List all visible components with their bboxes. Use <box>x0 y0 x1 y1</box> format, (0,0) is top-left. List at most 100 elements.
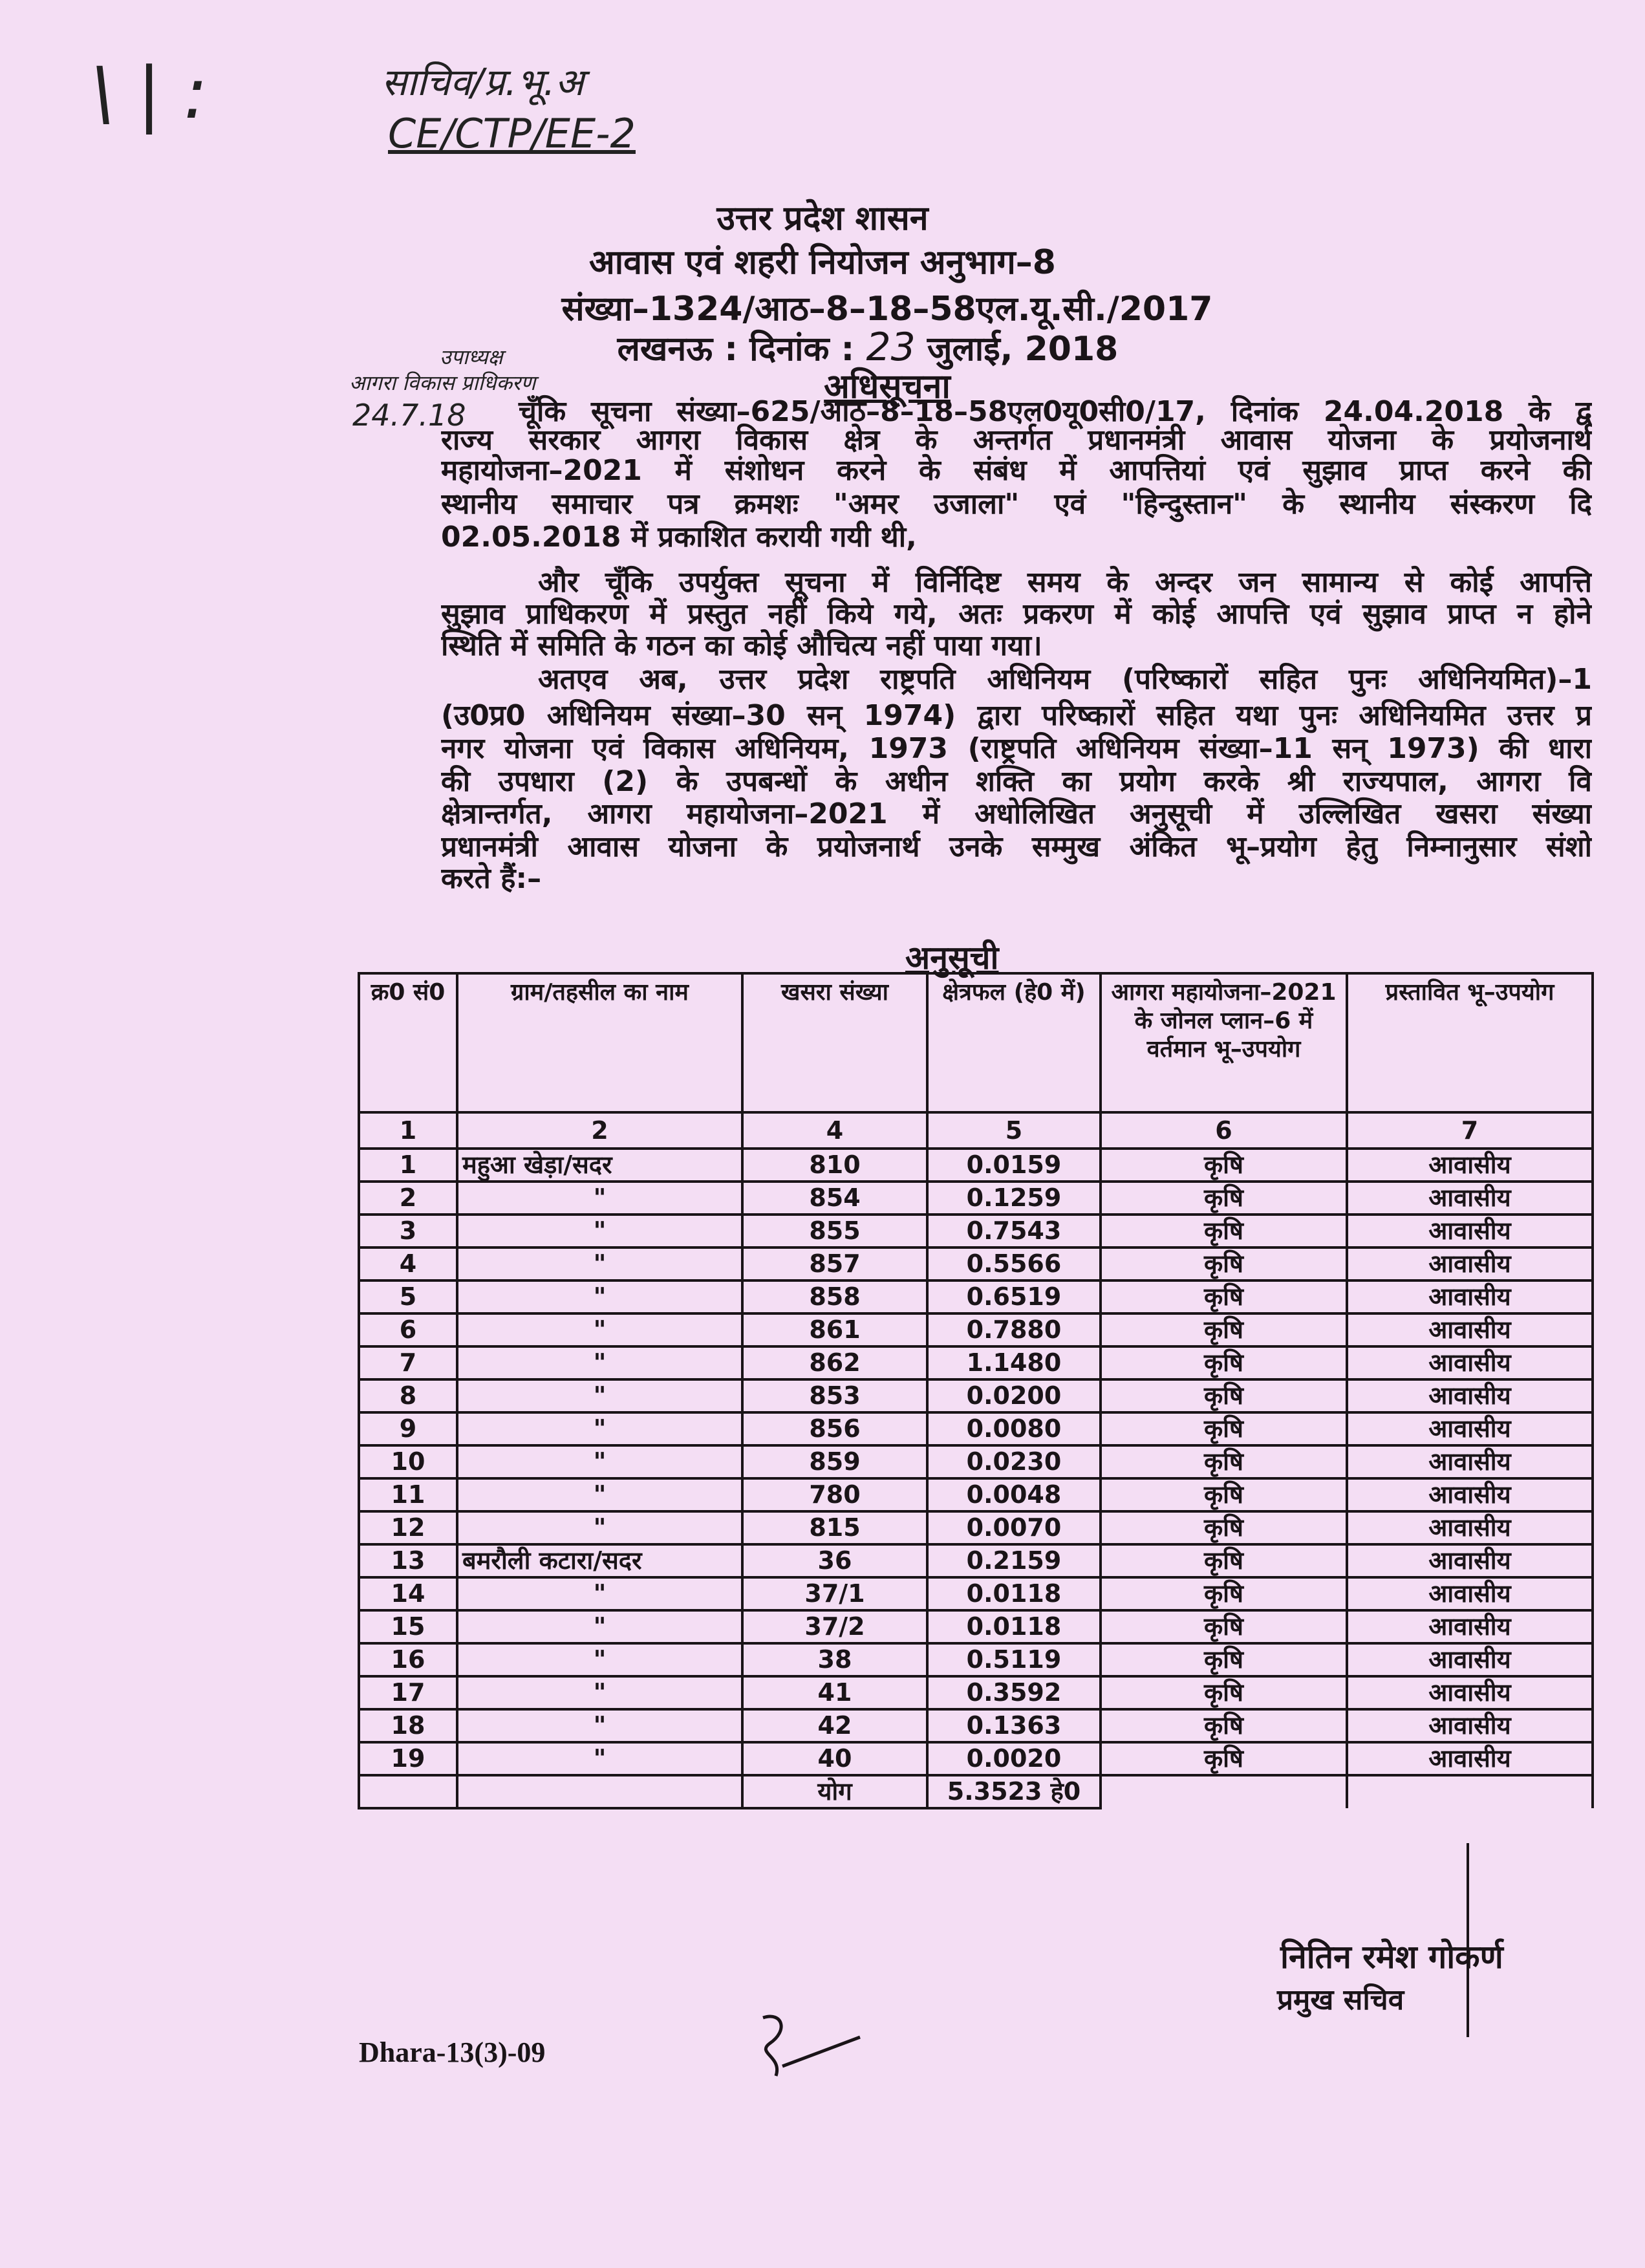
table-row: 6 " 861 0.7880 कृषि आवासीय <box>358 1312 1594 1348</box>
khasra-number: 815 <box>741 1510 929 1546</box>
village-name: " <box>456 1510 744 1546</box>
serial-number: 1 <box>358 1147 458 1183</box>
area-hectare: 0.1259 <box>926 1180 1102 1216</box>
body-line: महायोजना–2021 में संशोधन करने के संबंध म… <box>441 454 1592 487</box>
total-empty <box>1099 1774 1348 1808</box>
village-name: बमरौली कटारा/सदर <box>456 1543 744 1579</box>
proposed-land-use: आवासीय <box>1346 1411 1594 1447</box>
column-number: 5 <box>926 1111 1102 1150</box>
khasra-number: 36 <box>741 1543 929 1579</box>
area-hectare: 0.0200 <box>926 1378 1102 1414</box>
area-hectare: 0.5119 <box>926 1642 1102 1678</box>
schedule-table: क्र0 सं0 ग्राम/तहसील का नाम खसरा संख्या … <box>358 972 1594 1809</box>
current-land-use: कृषि <box>1099 1609 1348 1645</box>
total-value: 5.3523 हे0 <box>926 1774 1102 1809</box>
table-row: 5 " 858 0.6519 कृषि आवासीय <box>358 1279 1594 1315</box>
serial-number: 10 <box>358 1444 458 1480</box>
serial-number: 18 <box>358 1708 458 1744</box>
village-name: महुआ खेड़ा/सदर <box>456 1147 744 1183</box>
serial-number: 16 <box>358 1642 458 1678</box>
body-line: सुझाव प्राधिकरण में प्रस्तुत नहीं किये ग… <box>441 598 1592 631</box>
current-land-use: कृषि <box>1099 1741 1348 1777</box>
current-land-use: कृषि <box>1099 1147 1348 1183</box>
khasra-number: 40 <box>741 1741 929 1777</box>
column-number: 6 <box>1099 1111 1348 1150</box>
margin-note-designation: उपाध्यक्ष <box>440 345 503 369</box>
proposed-land-use: आवासीय <box>1346 1642 1594 1678</box>
current-land-use: कृषि <box>1099 1675 1348 1711</box>
date-month-year: जुलाई, 2018 <box>927 330 1119 369</box>
khasra-number: 810 <box>741 1147 929 1183</box>
current-land-use: कृषि <box>1099 1708 1348 1744</box>
body-line: अतएव अब, उत्तर प्रदेश राष्ट्रपति अधिनियम… <box>538 663 1592 696</box>
proposed-land-use: आवासीय <box>1346 1510 1594 1546</box>
khasra-number: 861 <box>741 1312 929 1348</box>
current-land-use: कृषि <box>1099 1312 1348 1348</box>
initials-signature <box>762 2014 861 2077</box>
area-hectare: 0.5566 <box>926 1246 1102 1282</box>
area-hectare: 0.0159 <box>926 1147 1102 1183</box>
handwritten-routing-line1: साचिव/प्र.भू.अ <box>382 60 584 104</box>
proposed-land-use: आवासीय <box>1346 1246 1594 1282</box>
current-land-use: कृषि <box>1099 1213 1348 1249</box>
column-number: 7 <box>1346 1111 1594 1150</box>
column-number: 1 <box>358 1111 458 1150</box>
village-name: " <box>456 1378 744 1414</box>
area-hectare: 0.0080 <box>926 1411 1102 1447</box>
village-name: " <box>456 1213 744 1249</box>
serial-number: 2 <box>358 1180 458 1216</box>
signatory-name: नितिन रमेश गोकर्ण <box>1280 1938 1503 1976</box>
khasra-number: 857 <box>741 1246 929 1282</box>
table-row: 13 बमरौली कटारा/सदर 36 0.2159 कृषि आवासीय <box>358 1543 1594 1579</box>
table-row: 2 " 854 0.1259 कृषि आवासीय <box>358 1180 1594 1216</box>
stray-rule-line <box>1467 1843 1469 2037</box>
body-line: (उ0प्र0 अधिनियम संख्या–30 सन् 1974) द्वा… <box>441 699 1592 732</box>
body-line: स्थानीय समाचार पत्र क्रमशः "अमर उजाला" ए… <box>441 488 1592 521</box>
serial-number: 6 <box>358 1312 458 1348</box>
current-land-use: कृषि <box>1099 1444 1348 1480</box>
area-hectare: 0.0020 <box>926 1741 1102 1777</box>
date-day-handwritten: 23 <box>866 325 916 370</box>
khasra-number: 855 <box>741 1213 929 1249</box>
table-row: 19 " 40 0.0020 कृषि आवासीय <box>358 1741 1594 1777</box>
current-land-use: कृषि <box>1099 1642 1348 1678</box>
proposed-land-use: आवासीय <box>1346 1444 1594 1480</box>
body-line: क्षेत्रान्तर्गत, आगरा महायोजना–2021 में … <box>441 797 1592 830</box>
table-row: 10 " 859 0.0230 कृषि आवासीय <box>358 1444 1594 1480</box>
current-land-use: कृषि <box>1099 1279 1348 1315</box>
column-number-row: 1 2 4 5 6 7 <box>358 1111 1594 1150</box>
proposed-land-use: आवासीय <box>1346 1675 1594 1711</box>
proposed-land-use: आवासीय <box>1346 1576 1594 1612</box>
date-line: लखनऊ : दिनांक : 23 जुलाई, 2018 <box>0 325 1645 371</box>
khasra-number: 859 <box>741 1444 929 1480</box>
body-line: प्रधानमंत्री आवास योजना के प्रयोजनार्थ उ… <box>441 830 1592 863</box>
col-khasra-header: खसरा संख्या <box>741 972 929 1114</box>
serial-number: 12 <box>358 1510 458 1546</box>
proposed-land-use: आवासीय <box>1346 1279 1594 1315</box>
body-line: की उपधारा (2) के उपबन्धों के अधीन शक्ति … <box>441 765 1592 798</box>
total-label: योग <box>741 1774 929 1809</box>
body-line: 02.05.2018 में प्रकाशित करायी गयी थी, <box>441 521 917 554</box>
current-land-use: कृषि <box>1099 1411 1348 1447</box>
table-row: 12 " 815 0.0070 कृषि आवासीय <box>358 1510 1594 1546</box>
signatory-designation: प्रमुख सचिव <box>1277 1983 1404 2016</box>
table-row: 3 " 855 0.7543 कृषि आवासीय <box>358 1213 1594 1249</box>
village-name: " <box>456 1444 744 1480</box>
khasra-number: 858 <box>741 1279 929 1315</box>
area-hectare: 0.0230 <box>926 1444 1102 1480</box>
proposed-land-use: आवासीय <box>1346 1741 1594 1777</box>
table-row: 16 " 38 0.5119 कृषि आवासीय <box>358 1642 1594 1678</box>
khasra-number: 780 <box>741 1477 929 1513</box>
khasra-number: 42 <box>741 1708 929 1744</box>
village-name: " <box>456 1675 744 1711</box>
column-number: 2 <box>456 1111 744 1150</box>
serial-number: 17 <box>358 1675 458 1711</box>
area-hectare: 0.0118 <box>926 1576 1102 1612</box>
proposed-land-use: आवासीय <box>1346 1213 1594 1249</box>
village-name: " <box>456 1477 744 1513</box>
village-name: " <box>456 1180 744 1216</box>
table-row: 18 " 42 0.1363 कृषि आवासीय <box>358 1708 1594 1744</box>
area-hectare: 0.3592 <box>926 1675 1102 1711</box>
village-name: " <box>456 1345 744 1381</box>
government-heading: उत्तर प्रदेश शासन <box>716 199 929 238</box>
